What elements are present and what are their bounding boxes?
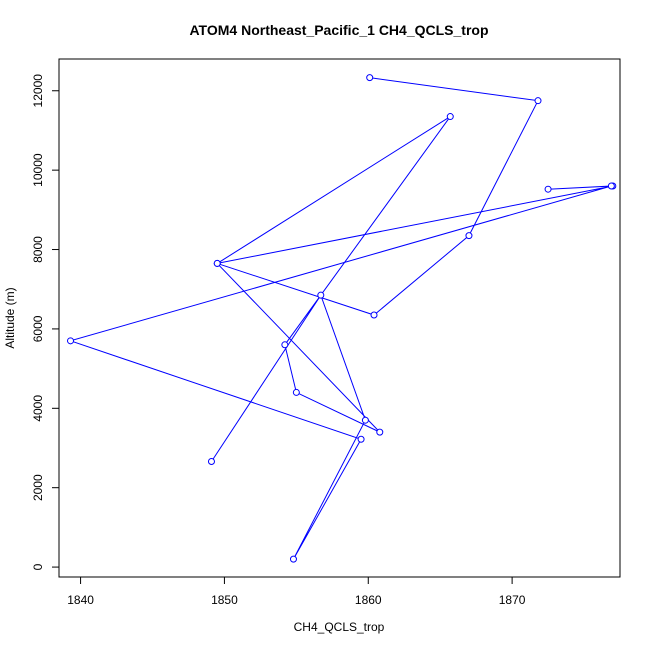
data-point [361, 416, 369, 424]
series-line [68, 77, 613, 560]
data-point [534, 97, 542, 105]
data-point [317, 291, 325, 299]
data-point [370, 311, 378, 319]
y-tick-label: 4000 [31, 395, 45, 422]
data-point [607, 182, 615, 190]
y-axis: 0 2000 4000 6000 8000 10000 12000 [31, 74, 60, 570]
data-point [213, 259, 221, 267]
y-tick-label: 10000 [31, 153, 45, 187]
data-point [366, 74, 374, 82]
x-axis-label: CH4_QCLS_trop [294, 620, 385, 634]
data-point [67, 337, 75, 345]
chart-title: ATOM4 Northeast_Pacific_1 CH4_QCLS_trop [189, 22, 488, 38]
data-point [289, 555, 297, 563]
y-tick-label: 2000 [31, 474, 45, 501]
y-tick-label: 0 [31, 563, 45, 570]
plot-frame [58, 58, 621, 578]
x-tick-label: 1860 [355, 593, 382, 607]
y-tick-label: 6000 [31, 315, 45, 342]
data-point [207, 457, 215, 465]
x-tick-label: 1840 [67, 593, 94, 607]
series-layer [67, 74, 617, 563]
x-axis: 1840 1850 1860 1870 [67, 576, 526, 607]
data-point [446, 113, 454, 121]
y-tick-label: 12000 [31, 74, 45, 108]
data-point [357, 435, 365, 443]
x-tick-label: 1870 [499, 593, 526, 607]
data-point [292, 388, 300, 396]
data-point [544, 185, 552, 193]
y-axis-label: Altitude (m) [3, 287, 17, 348]
data-point [465, 232, 473, 240]
data-point [376, 428, 384, 436]
x-tick-label: 1850 [211, 593, 238, 607]
y-tick-label: 8000 [31, 236, 45, 263]
data-point [281, 341, 289, 349]
